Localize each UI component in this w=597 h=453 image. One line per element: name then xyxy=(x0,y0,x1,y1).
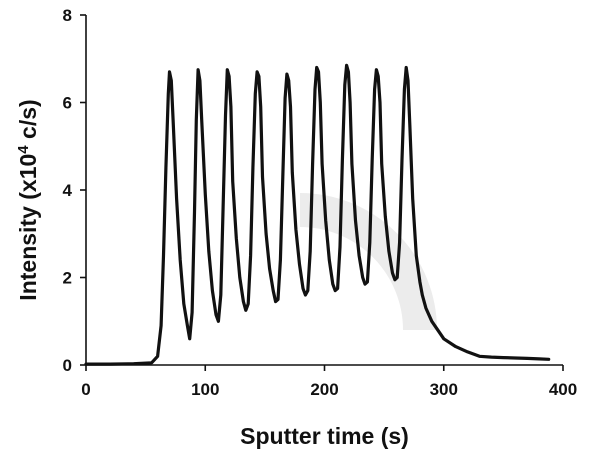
y-axis-title-superscript: 4 xyxy=(15,145,32,154)
x-tick-label: 100 xyxy=(191,380,219,399)
y-tick-label: 2 xyxy=(63,269,72,288)
x-tick-label: 200 xyxy=(310,380,338,399)
y-axis-title-suffix: c/s) xyxy=(15,99,41,145)
y-tick-label: 8 xyxy=(63,6,72,25)
y-tick-label: 4 xyxy=(63,181,73,200)
x-tick-label: 300 xyxy=(430,380,458,399)
x-axis-title: Sputter time (s) xyxy=(240,423,409,449)
y-tick-label: 0 xyxy=(63,356,72,375)
series-line xyxy=(84,63,551,366)
y-axis-title: Intensity (x104 c/s) xyxy=(15,99,42,300)
y-tick-label: 6 xyxy=(63,94,72,113)
x-tick-label: 400 xyxy=(549,380,577,399)
x-tick-label: 0 xyxy=(81,380,90,399)
ticks: 0 100 200 300 400 0 2 4 6 8 xyxy=(63,6,578,399)
y-axis-title-prefix: Intensity (x10 xyxy=(15,154,41,301)
series xyxy=(84,63,551,366)
